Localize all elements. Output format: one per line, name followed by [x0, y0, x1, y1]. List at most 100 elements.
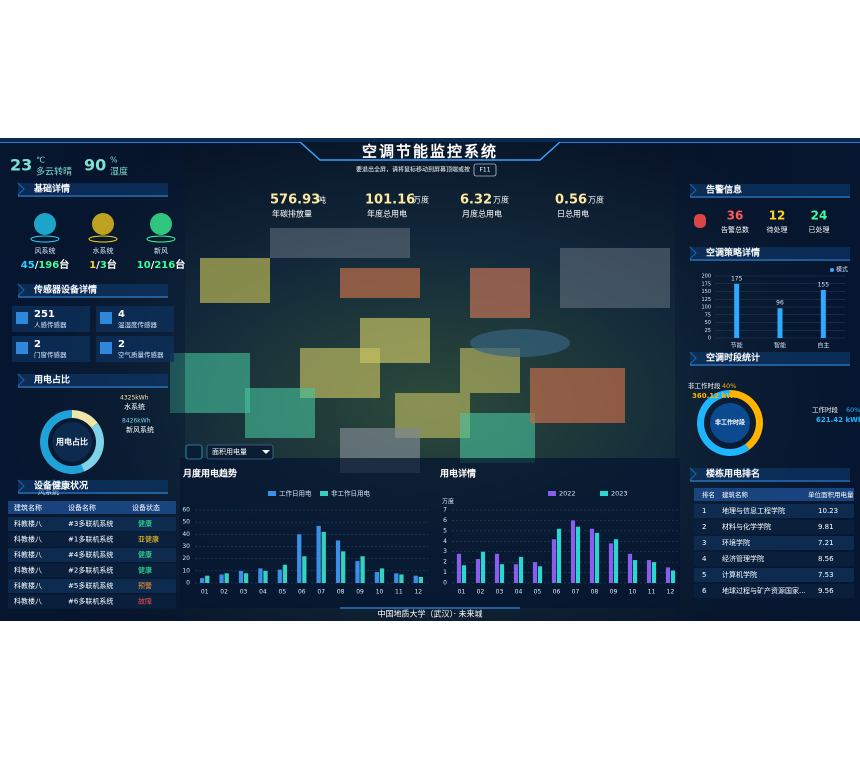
bar	[360, 556, 365, 583]
bar	[258, 568, 263, 583]
donut-inner	[710, 403, 750, 443]
bar	[200, 578, 205, 583]
bar	[665, 567, 671, 583]
bar	[589, 528, 595, 583]
x-tick-label: 节能	[731, 342, 743, 350]
y-tick-label: 150	[701, 289, 711, 295]
legend-swatch	[548, 491, 556, 496]
x-tick-label: 09	[610, 589, 618, 596]
bar	[238, 570, 244, 583]
humidity-unit: %	[110, 156, 118, 165]
legend-swatch	[320, 491, 328, 496]
system-name: 新风	[154, 246, 168, 255]
table-cell: 地球过程与矿产资源国家...	[722, 586, 806, 595]
bar-value-label: 96	[776, 300, 784, 307]
table-row-bg	[694, 552, 854, 566]
segment-percent: 60%	[846, 406, 860, 414]
key-badge	[473, 163, 497, 177]
table-row-bg	[8, 579, 176, 593]
time-share-segment	[730, 390, 764, 450]
bar	[224, 573, 229, 583]
table-cell: #2多联机系统	[68, 566, 113, 575]
chart-title: 用电详情	[439, 468, 476, 480]
bottom-panel	[180, 458, 680, 608]
key-label: F11	[479, 167, 490, 174]
section-header-bg	[690, 184, 850, 196]
stat-value: 101.16	[365, 193, 415, 208]
selector-arrow[interactable]	[262, 450, 270, 454]
bar	[532, 562, 538, 583]
bar	[575, 526, 581, 583]
bar	[374, 572, 380, 583]
table-cell: 8.56	[818, 555, 834, 563]
table-cell: 地理与信息工程学院	[722, 506, 785, 515]
legend-label: 2023	[611, 490, 628, 498]
section-title: 设备健康状况	[34, 480, 88, 492]
y-tick-label: 5	[443, 527, 447, 534]
bar	[651, 562, 657, 583]
selector-label[interactable]: 面积用电量	[212, 447, 247, 456]
table-header: 设备状态	[132, 503, 160, 512]
x-tick-label: 01	[201, 589, 209, 596]
power-share-segment	[81, 422, 104, 472]
bar	[513, 564, 519, 583]
table-header-bg	[8, 501, 176, 514]
stat-label: 月度总用电	[462, 209, 502, 219]
segment-energy: 360.12 kWh	[692, 392, 739, 400]
table-row-bg	[694, 568, 854, 582]
alarm-icon	[694, 214, 706, 228]
header-bar	[0, 138, 860, 142]
sensor-count: 251	[34, 309, 55, 320]
bar	[297, 534, 302, 583]
bar	[594, 532, 600, 583]
donut-value-label: 4325kWh	[120, 395, 149, 402]
x-tick-label: 10	[629, 589, 637, 596]
donut-center-label: 非工作时段	[715, 419, 745, 427]
bar	[456, 553, 462, 583]
stat-unit: 万度	[588, 195, 604, 205]
x-tick-label: 11	[648, 589, 656, 596]
segment-energy: 621.42 kWh	[816, 416, 860, 424]
bar	[219, 574, 224, 583]
table-header: 排名	[702, 490, 715, 499]
fullscreen-notice: 要退出全屏，请将鼠标移动到屏幕顶端或按	[356, 166, 470, 174]
y-tick-label: 2	[443, 559, 447, 566]
system-count-part: /	[96, 260, 100, 271]
dashboard: 空调节能监控系统 要退出全屏，请将鼠标移动到屏幕顶端或按 F11 23 ℃ 多云…	[0, 138, 860, 621]
system-icon	[34, 213, 56, 235]
bike-icon[interactable]	[185, 444, 203, 460]
alarm-label: 告警总数	[721, 225, 749, 234]
system-name: 风系统	[35, 246, 56, 255]
section-title: 楼栋用电排名	[706, 468, 760, 480]
chart-title: 月度用电趋势	[182, 468, 237, 480]
section-title: 基础详情	[33, 183, 70, 195]
system-count-part: 196	[38, 260, 59, 271]
table-row-bg	[694, 520, 854, 534]
temperature: 23	[10, 156, 32, 175]
x-tick-label: 12	[667, 589, 675, 596]
table-cell: 1	[702, 507, 706, 515]
bar	[627, 553, 633, 583]
y-tick-label: 0	[708, 336, 711, 342]
table-cell: 经济管理学院	[722, 554, 764, 563]
table-cell: 10.23	[818, 507, 838, 515]
table-cell: 科教楼八	[14, 535, 42, 544]
sensor-icon	[100, 312, 112, 324]
sensor-icon	[16, 312, 28, 324]
x-tick-label: 06	[298, 589, 306, 596]
section-title: 空调时段统计	[706, 352, 760, 364]
table-cell: 计算机学院	[722, 570, 757, 579]
bar	[205, 575, 210, 583]
sensor-name: 门窗传感器	[34, 350, 67, 359]
power-share-segment	[39, 410, 85, 474]
table-cell: 环境学院	[722, 538, 750, 547]
section-header-bg	[18, 480, 168, 492]
bar	[608, 543, 614, 583]
bar	[475, 559, 481, 583]
table-row-bg	[694, 504, 854, 518]
bar	[263, 570, 268, 583]
sensor-icon	[100, 342, 112, 354]
sensor-name: 空气质量传感器	[118, 350, 164, 359]
selector-box[interactable]	[206, 444, 274, 460]
bar	[820, 289, 826, 338]
